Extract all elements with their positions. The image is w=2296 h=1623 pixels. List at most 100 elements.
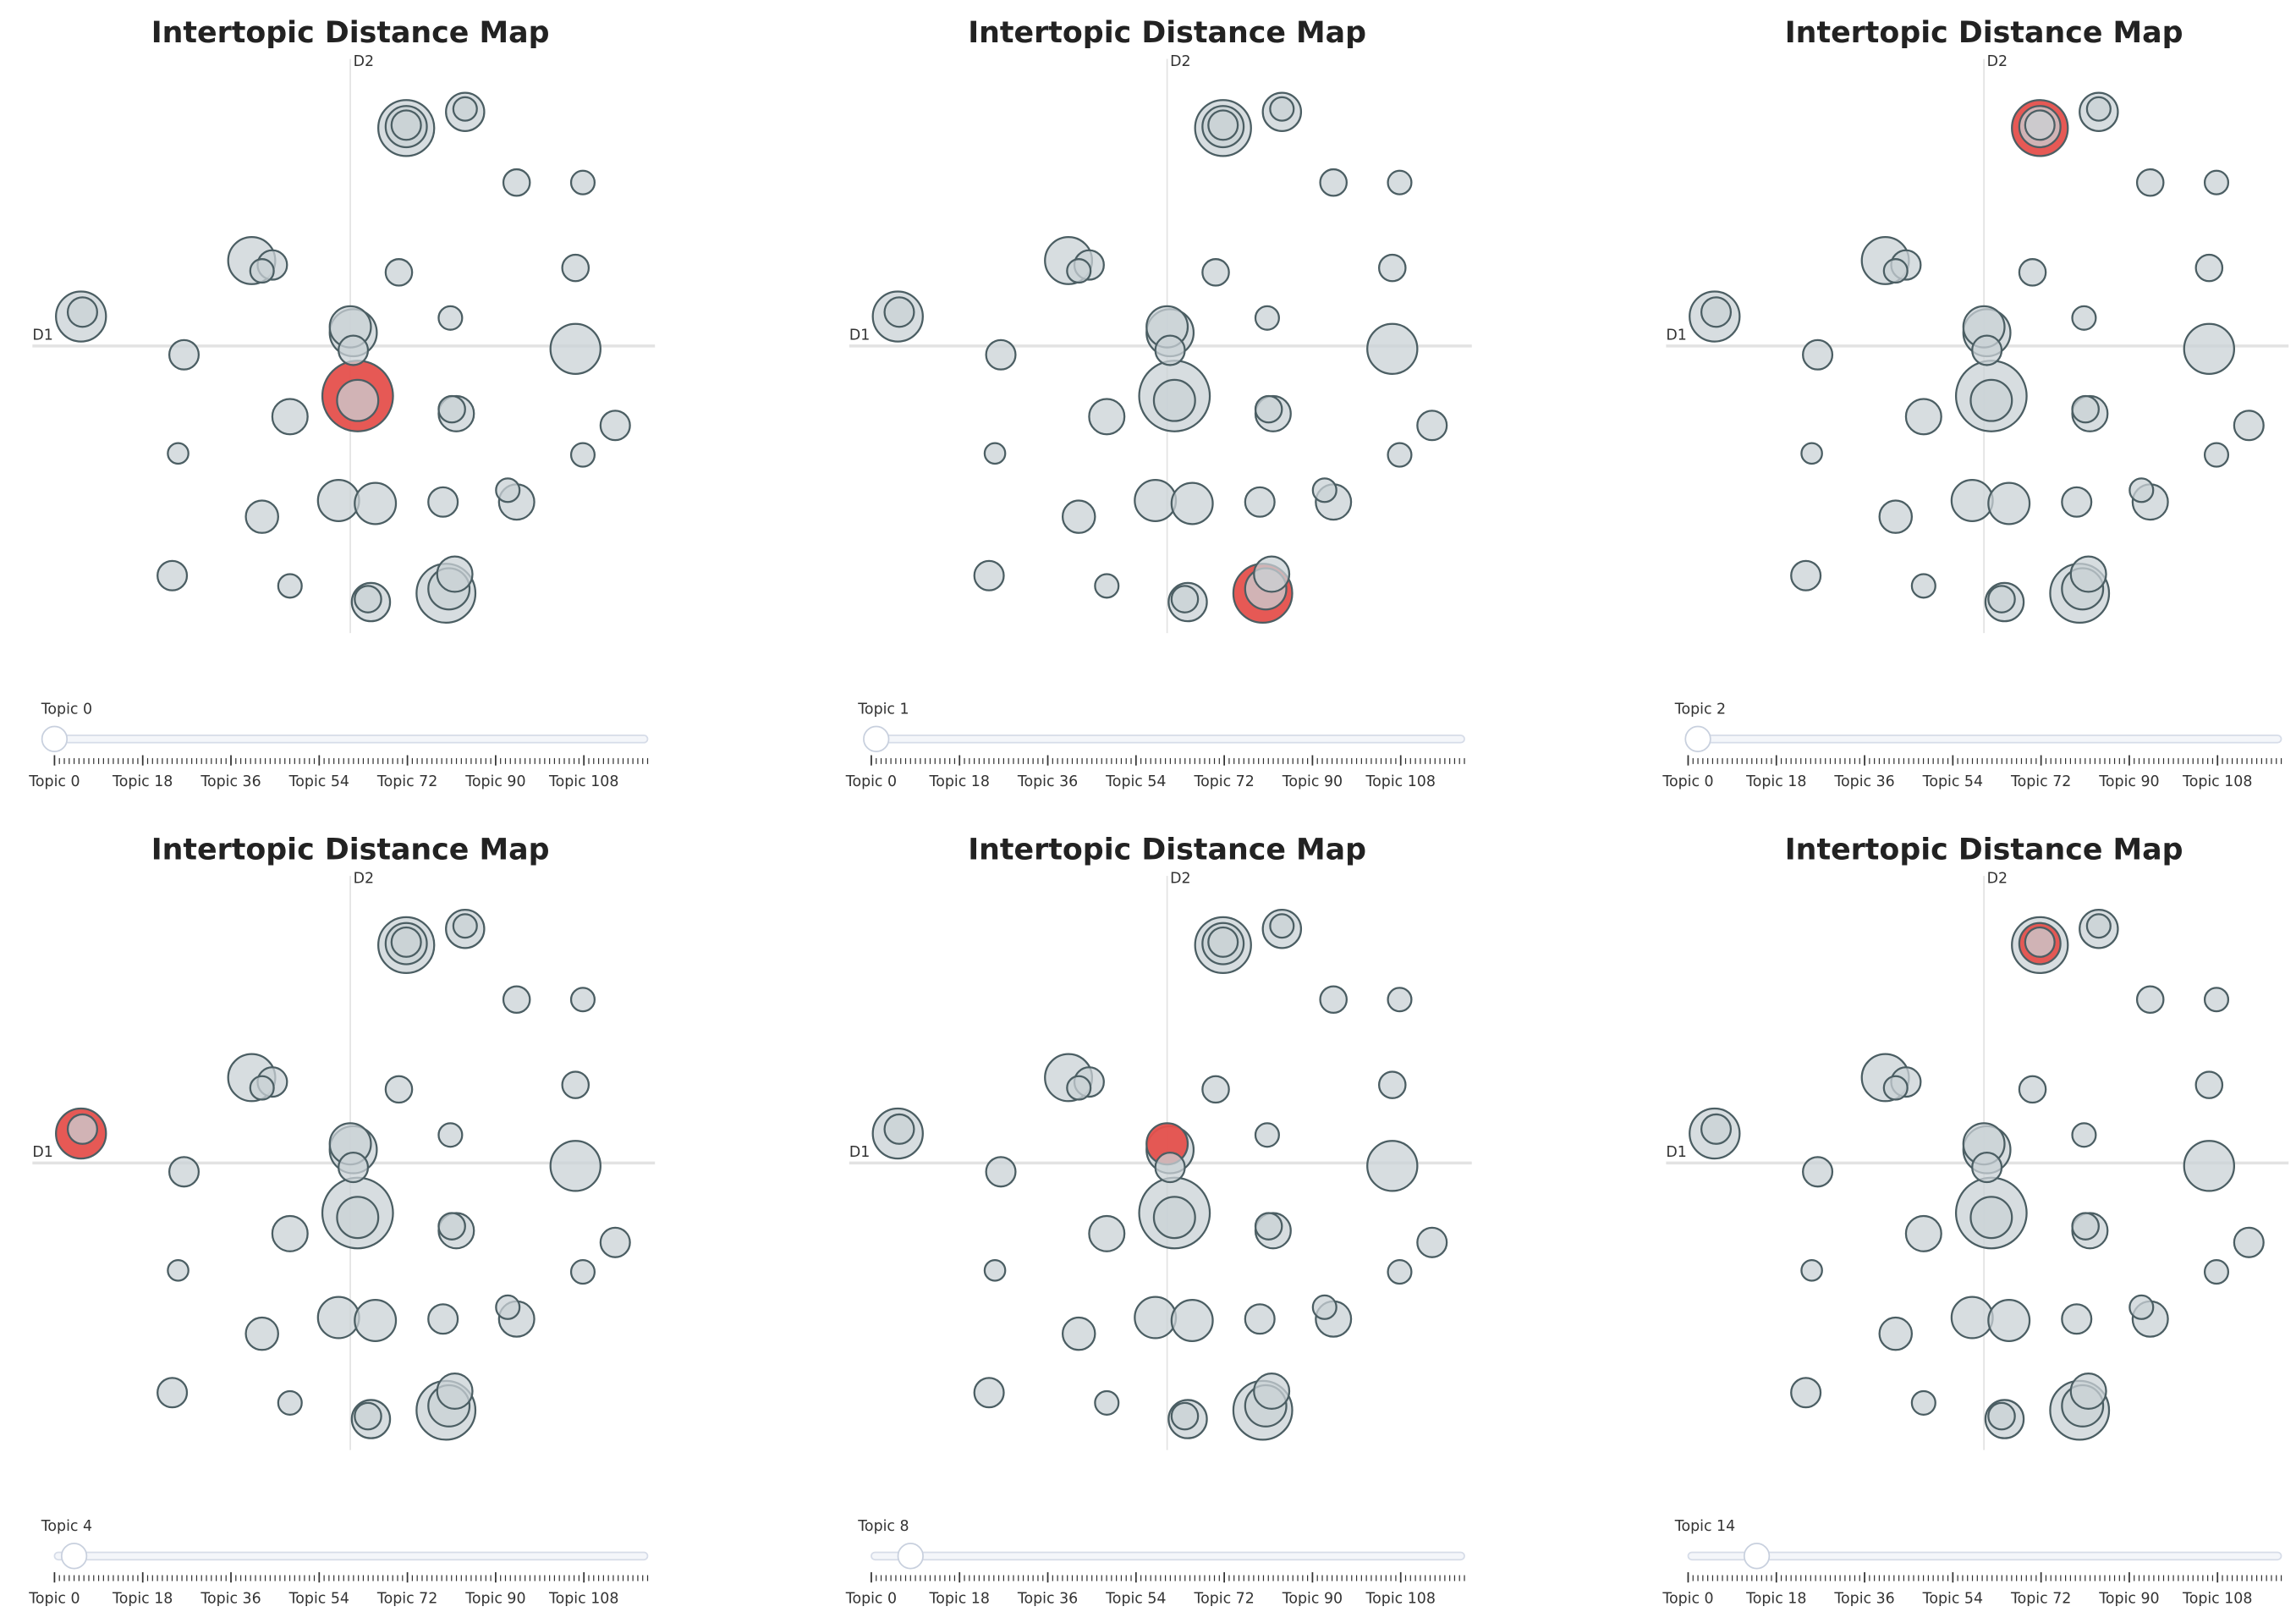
topic-bubble[interactable]: [1094, 1389, 1120, 1416]
topic-bubble[interactable]: [1910, 1389, 1936, 1416]
topic-bubble[interactable]: [2071, 394, 2100, 424]
topic-bubble[interactable]: [2128, 477, 2155, 503]
topic-bubble[interactable]: [2085, 913, 2112, 939]
slider-track[interactable]: [1687, 734, 2282, 744]
topic-bubble[interactable]: [1152, 378, 1196, 422]
topic-bubble[interactable]: [1904, 398, 1942, 436]
topic-bubble[interactable]: [1254, 394, 1283, 424]
topic-bubble[interactable]: [66, 296, 98, 328]
topic-bubble[interactable]: [2018, 258, 2047, 287]
topic-bubble[interactable]: [1882, 258, 1909, 284]
topic-bubble[interactable]: [2071, 305, 2097, 331]
topic-bubble[interactable]: [384, 258, 414, 287]
topic-bubble[interactable]: [1244, 486, 1276, 518]
topic-bubble[interactable]: [1790, 1377, 1822, 1409]
topic-bubble[interactable]: [1802, 1156, 1834, 1188]
topic-bubble[interactable]: [1416, 410, 1448, 442]
topic-bubble[interactable]: [2194, 253, 2224, 283]
topic-bubble[interactable]: [1366, 322, 1419, 376]
topic-bubble[interactable]: [1061, 1316, 1096, 1351]
topic-bubble[interactable]: [2061, 1303, 2093, 1335]
topic-bubble[interactable]: [1311, 1294, 1338, 1320]
topic-bubble[interactable]: [2183, 322, 2236, 376]
topic-bubble[interactable]: [985, 338, 1017, 371]
topic-bubble[interactable]: [1269, 913, 1295, 939]
topic-bubble[interactable]: [1170, 585, 1200, 613]
topic-bubble[interactable]: [569, 169, 596, 195]
topic-bubble[interactable]: [167, 1259, 190, 1282]
topic-bubble[interactable]: [390, 926, 422, 958]
topic-bubble[interactable]: [2061, 486, 2093, 518]
topic-bubble[interactable]: [2194, 1070, 2224, 1099]
topic-bubble[interactable]: [452, 96, 478, 122]
topic-bubble[interactable]: [1170, 1299, 1214, 1342]
topic-bubble[interactable]: [1253, 555, 1291, 593]
topic-bubble[interactable]: [277, 1389, 303, 1416]
topic-bubble[interactable]: [1969, 1196, 2013, 1240]
topic-bubble[interactable]: [427, 486, 459, 518]
topic-bubble[interactable]: [249, 258, 275, 284]
topic-bubble[interactable]: [437, 305, 464, 331]
topic-bubble[interactable]: [983, 1259, 1007, 1282]
topic-bubble[interactable]: [495, 477, 521, 503]
slider-track[interactable]: [53, 1551, 649, 1561]
topic-bubble[interactable]: [549, 322, 601, 376]
topic-bubble[interactable]: [1066, 258, 1092, 284]
topic-bubble[interactable]: [1170, 481, 1214, 525]
topic-bubble[interactable]: [1800, 1259, 1823, 1282]
topic-bubble[interactable]: [1207, 109, 1239, 141]
topic-bubble[interactable]: [1971, 1152, 2003, 1184]
topic-bubble[interactable]: [502, 168, 531, 197]
topic-bubble[interactable]: [436, 1372, 474, 1411]
topic-bubble[interactable]: [561, 253, 590, 283]
topic-bubble[interactable]: [1790, 559, 1822, 591]
topic-bubble[interactable]: [336, 1196, 380, 1240]
topic-bubble[interactable]: [1319, 168, 1348, 197]
topic-bubble[interactable]: [66, 1113, 98, 1145]
slider-track[interactable]: [1687, 1551, 2282, 1561]
topic-bubble[interactable]: [354, 481, 398, 525]
topic-bubble[interactable]: [336, 378, 380, 422]
topic-bubble[interactable]: [599, 1226, 631, 1258]
topic-bubble[interactable]: [437, 1122, 464, 1148]
topic-bubble[interactable]: [1387, 987, 1413, 1013]
topic-bubble[interactable]: [883, 1113, 915, 1145]
topic-bubble[interactable]: [2183, 1140, 2236, 1192]
topic-bubble[interactable]: [244, 499, 279, 534]
topic-bubble[interactable]: [316, 479, 360, 522]
topic-bubble[interactable]: [1802, 338, 1834, 371]
topic-bubble[interactable]: [277, 573, 303, 599]
topic-bubble[interactable]: [599, 410, 631, 442]
topic-bubble[interactable]: [569, 987, 596, 1013]
topic-bubble[interactable]: [985, 1156, 1017, 1188]
topic-bubble[interactable]: [2018, 1075, 2047, 1104]
topic-bubble[interactable]: [1882, 1075, 1909, 1101]
topic-bubble[interactable]: [157, 1377, 189, 1409]
topic-bubble[interactable]: [1154, 334, 1186, 366]
topic-bubble[interactable]: [1088, 398, 1126, 436]
topic-bubble[interactable]: [1950, 479, 1994, 522]
topic-bubble[interactable]: [157, 559, 189, 591]
topic-bubble[interactable]: [1319, 985, 1348, 1015]
topic-bubble[interactable]: [1207, 926, 1239, 958]
topic-bubble[interactable]: [2069, 1372, 2107, 1411]
topic-bubble[interactable]: [883, 296, 915, 328]
topic-bubble[interactable]: [1950, 1296, 1994, 1340]
topic-bubble[interactable]: [2024, 109, 2056, 141]
topic-bubble[interactable]: [1878, 1316, 1914, 1351]
topic-bubble[interactable]: [354, 1401, 382, 1431]
topic-bubble[interactable]: [1987, 1401, 2016, 1431]
topic-bubble[interactable]: [1987, 481, 2031, 525]
topic-bubble[interactable]: [354, 1299, 398, 1342]
topic-bubble[interactable]: [436, 555, 474, 593]
topic-bubble[interactable]: [561, 1070, 590, 1099]
topic-bubble[interactable]: [2071, 1212, 2100, 1241]
topic-bubble[interactable]: [1253, 1372, 1291, 1411]
topic-bubble[interactable]: [167, 442, 190, 465]
topic-bubble[interactable]: [427, 1303, 459, 1335]
topic-bubble[interactable]: [1800, 442, 1823, 465]
slider-track[interactable]: [53, 734, 649, 744]
topic-bubble[interactable]: [452, 913, 478, 939]
topic-bubble[interactable]: [973, 1377, 1005, 1409]
slider-handle[interactable]: [1743, 1543, 1771, 1570]
